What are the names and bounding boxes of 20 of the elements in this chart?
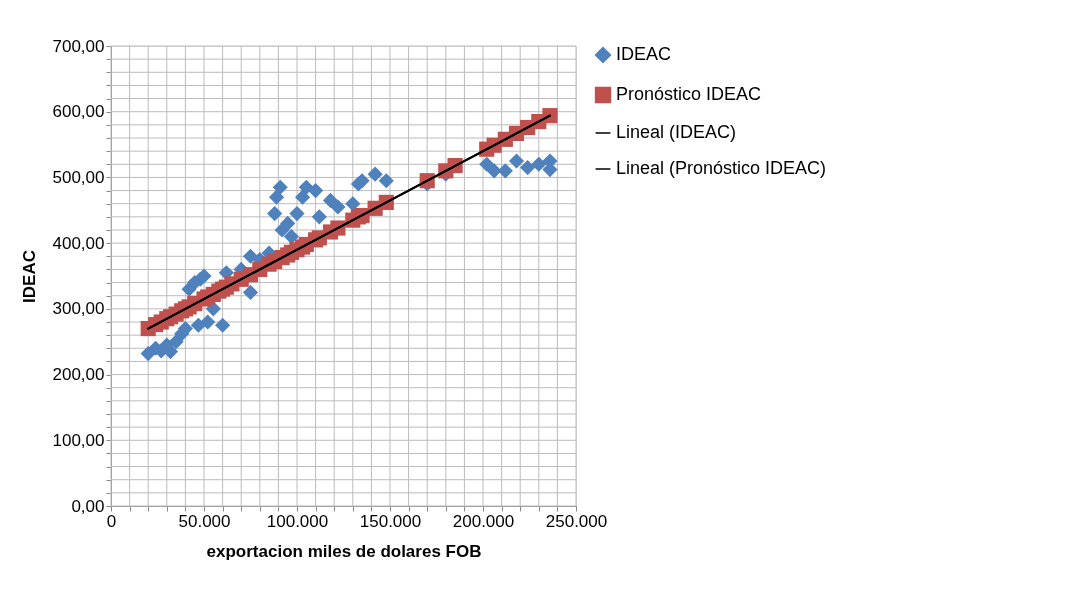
x-tick-label: 0 <box>106 511 117 531</box>
x-tick-label: 200.000 <box>452 511 515 531</box>
y-tick-label: 200,00 <box>52 365 105 385</box>
x-tick-label: 250.000 <box>545 511 608 531</box>
y-tick-label: 100,00 <box>52 430 105 450</box>
x-tick-label: 50.000 <box>178 511 231 531</box>
legend-label: Lineal (Pronóstico IDEAC) <box>616 158 827 178</box>
y-tick-label: 700,00 <box>52 36 105 56</box>
legend-label: Lineal (IDEAC) <box>616 122 737 142</box>
legend-label: IDEAC <box>616 44 672 64</box>
y-axis-title: IDEAC <box>19 250 39 303</box>
legend-label: Pronóstico IDEAC <box>616 84 762 104</box>
y-tick-label: 0,00 <box>71 496 105 516</box>
y-tick-label: 500,00 <box>52 167 105 187</box>
x-tick-label: 150.000 <box>359 511 422 531</box>
y-tick-label: 600,00 <box>52 102 105 122</box>
y-tick-label: 300,00 <box>52 299 105 319</box>
x-tick-label: 100.000 <box>266 511 329 531</box>
y-tick-label: 400,00 <box>52 233 105 253</box>
x-axis-title: exportacion miles de dolares FOB <box>206 541 482 561</box>
